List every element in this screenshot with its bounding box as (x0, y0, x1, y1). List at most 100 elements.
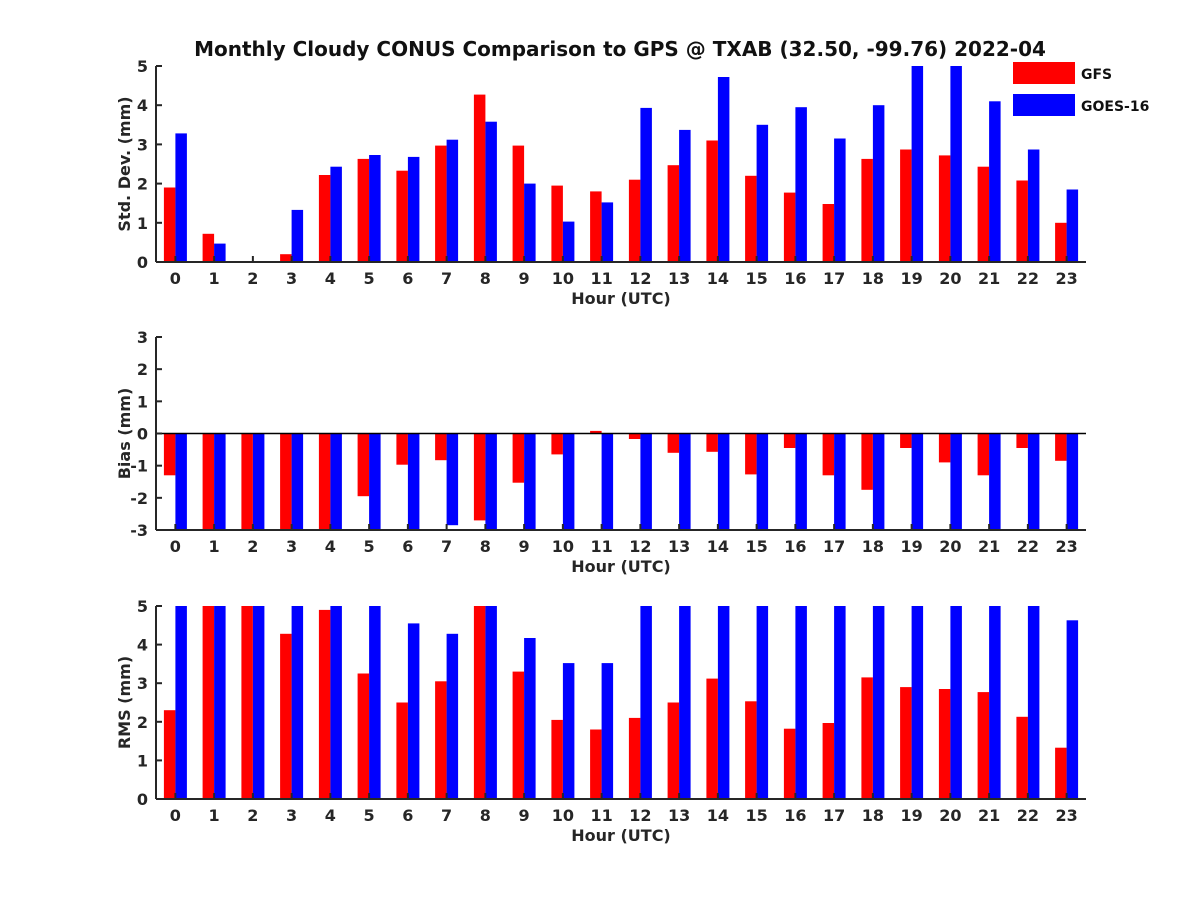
bar-gfs-hour-15 (745, 701, 757, 799)
legend-swatch-gfs (1013, 62, 1075, 84)
y-tick-label: -2 (130, 489, 148, 508)
bar-gfs-hour-22 (1016, 180, 1028, 262)
x-tick-label: 13 (668, 806, 690, 825)
bar-gfs-hour-10 (551, 185, 563, 262)
x-tick-label: 22 (1017, 269, 1039, 288)
y-tick-label: 0 (137, 253, 148, 272)
x-tick-label: 1 (209, 806, 220, 825)
bar-gfs-hour-10 (551, 433, 563, 455)
x-tick-label: 19 (900, 269, 922, 288)
bar-gfs-hour-23 (1055, 222, 1067, 262)
y-tick-label: 1 (137, 751, 148, 770)
x-tick-label: 21 (978, 269, 1000, 288)
bar-goes16-hour-1 (214, 433, 226, 530)
bar-goes16-hour-4 (330, 433, 342, 530)
bar-gfs-hour-6 (396, 433, 408, 465)
y-tick-label: 4 (137, 636, 148, 655)
bar-goes16-hour-8 (485, 606, 497, 799)
bar-gfs-hour-14 (706, 140, 718, 262)
x-tick-label: 7 (441, 806, 452, 825)
y-tick-label: 3 (137, 135, 148, 154)
x-tick-label: 7 (441, 269, 452, 288)
bar-goes16-hour-19 (911, 433, 924, 530)
y-tick-label: -3 (130, 521, 148, 540)
bar-gfs-hour-4 (318, 433, 331, 530)
y-axis-label: Std. Dev. (mm) (115, 96, 134, 231)
bar-gfs-hour-1 (202, 606, 215, 799)
x-tick-label: 16 (784, 537, 806, 556)
bar-gfs-hour-7 (435, 681, 447, 799)
x-tick-label: 12 (629, 806, 651, 825)
bar-gfs-hour-16 (783, 728, 796, 799)
bar-gfs-hour-19 (900, 687, 912, 799)
x-tick-label: 4 (325, 537, 336, 556)
bar-gfs-hour-18 (861, 433, 873, 490)
bar-goes16-hour-19 (911, 66, 924, 262)
x-tick-label: 2 (247, 806, 258, 825)
x-tick-label: 10 (552, 269, 574, 288)
x-tick-label: 0 (170, 806, 181, 825)
bar-gfs-hour-9 (512, 433, 525, 483)
bar-goes16-hour-15 (756, 124, 769, 262)
x-tick-label: 13 (668, 269, 690, 288)
x-tick-label: 14 (707, 806, 729, 825)
bar-gfs-hour-14 (706, 433, 718, 452)
bar-goes16-hour-6 (407, 156, 420, 262)
bar-goes16-hour-18 (872, 433, 885, 530)
bar-goes16-hour-17 (834, 433, 846, 530)
x-tick-label: 2 (247, 269, 258, 288)
x-tick-label: 4 (325, 806, 336, 825)
x-tick-label: 3 (286, 806, 297, 825)
bar-goes16-hour-9 (524, 433, 536, 530)
bar-goes16-hour-18 (872, 606, 885, 799)
x-tick-label: 12 (629, 269, 651, 288)
bar-gfs-hour-11 (590, 430, 602, 434)
x-tick-label: 18 (862, 806, 884, 825)
x-tick-label: 6 (402, 537, 413, 556)
y-tick-label: 4 (137, 96, 148, 115)
y-tick-label: 1 (137, 214, 148, 233)
bar-gfs-hour-13 (667, 433, 680, 453)
x-tick-label: 19 (900, 537, 922, 556)
bar-goes16-hour-23 (1066, 620, 1079, 799)
bar-gfs-hour-3 (280, 433, 292, 530)
bar-goes16-hour-5 (369, 433, 381, 530)
x-tick-label: 0 (170, 537, 181, 556)
x-tick-label: 7 (441, 537, 452, 556)
y-axis-label: Bias (mm) (115, 388, 134, 480)
bar-goes16-hour-10 (562, 663, 575, 799)
bar-goes16-hour-14 (717, 606, 730, 799)
y-tick-label: 5 (137, 597, 148, 616)
bar-goes16-hour-21 (989, 101, 1001, 262)
bar-goes16-hour-14 (717, 77, 730, 262)
bar-goes16-hour-3 (291, 209, 304, 262)
bar-gfs-hour-2 (241, 606, 253, 799)
bar-goes16-hour-2 (252, 606, 265, 799)
x-tick-label: 8 (480, 806, 491, 825)
bar-gfs-hour-12 (628, 179, 641, 262)
bar-goes16-hour-7 (446, 433, 459, 526)
bar-gfs-hour-12 (628, 717, 641, 799)
bar-goes16-hour-10 (562, 221, 575, 262)
x-tick-label: 8 (480, 269, 491, 288)
x-tick-label: 23 (1055, 806, 1077, 825)
bar-goes16-hour-7 (446, 139, 459, 262)
bar-goes16-hour-16 (795, 107, 807, 262)
x-tick-label: 1 (209, 269, 220, 288)
bar-goes16-hour-11 (601, 663, 614, 799)
bar-gfs-hour-23 (1055, 747, 1067, 799)
bar-gfs-hour-9 (512, 671, 525, 799)
bar-gfs-hour-5 (357, 158, 370, 262)
bar-gfs-hour-7 (435, 145, 447, 262)
bar-gfs-hour-1 (202, 433, 215, 530)
x-tick-label: 13 (668, 537, 690, 556)
bar-goes16-hour-18 (872, 105, 885, 262)
bar-gfs-hour-23 (1055, 433, 1067, 461)
bar-gfs-hour-15 (745, 433, 757, 475)
bar-gfs-hour-15 (745, 175, 757, 262)
bar-gfs-hour-7 (435, 433, 447, 461)
bar-gfs-hour-20 (938, 155, 951, 262)
x-tick-label: 8 (480, 537, 491, 556)
